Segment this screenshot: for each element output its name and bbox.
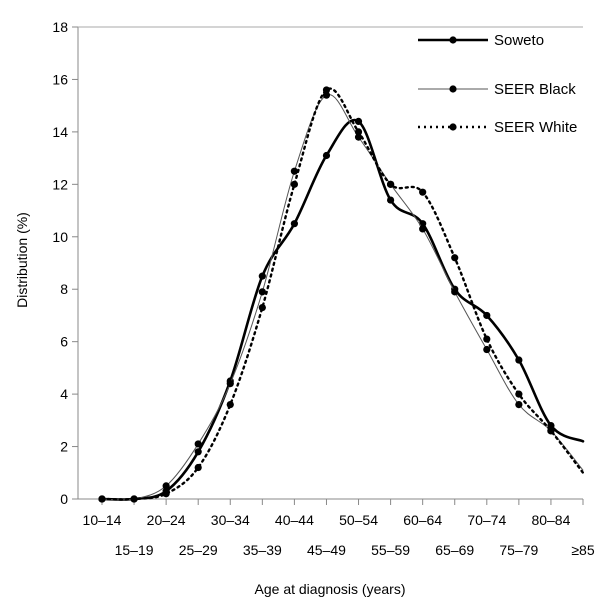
- legend-swatch-marker: [449, 36, 457, 44]
- x-tick-label: 60–64: [403, 512, 442, 528]
- data-point: [162, 482, 170, 490]
- data-point: [194, 448, 202, 456]
- series-line: [100, 118, 585, 501]
- series-1: [98, 91, 584, 503]
- data-point: [387, 180, 395, 188]
- legend-label: SEER White: [494, 119, 577, 136]
- y-ticks: 0 2 4 6 8 10 12 14 16 18: [52, 19, 78, 507]
- legend: Soweto SEER Black SEER White: [418, 32, 577, 136]
- data-point: [354, 133, 363, 141]
- x-tick-label: 80–84: [531, 512, 570, 528]
- x-tick-label: 30–34: [211, 512, 250, 528]
- data-point: [98, 495, 106, 503]
- data-point: [515, 356, 523, 364]
- legend-item: Soweto: [418, 32, 544, 49]
- legend-swatch-marker: [449, 123, 457, 131]
- legend-label: Soweto: [494, 32, 544, 49]
- data-point: [419, 225, 427, 233]
- data-point: [387, 196, 395, 204]
- y-tick-label: 0: [60, 491, 68, 507]
- data-point: [483, 311, 491, 320]
- data-point: [322, 151, 331, 160]
- data-point: [194, 463, 202, 472]
- data-point: [290, 220, 298, 228]
- y-tick-label: 10: [52, 229, 68, 245]
- legend-item: SEER White: [418, 119, 577, 136]
- data-point: [354, 128, 363, 136]
- y-axis-title: Distribution (%): [14, 212, 30, 308]
- data-point: [290, 180, 298, 188]
- x-tick-label: 40–44: [275, 512, 314, 528]
- series-line: [101, 94, 584, 501]
- data-point: [258, 303, 266, 312]
- data-point: [290, 167, 298, 175]
- data-point: [547, 427, 555, 435]
- data-point: [515, 390, 523, 398]
- x-tick-label: 45–49: [307, 542, 346, 558]
- axes: [77, 26, 583, 500]
- y-tick-label: 6: [60, 334, 68, 350]
- series-0: [98, 117, 585, 503]
- data-point: [258, 288, 266, 296]
- x-tick-label: 55–59: [371, 542, 410, 558]
- series-2: [98, 86, 585, 503]
- x-tick-label: 25–29: [179, 542, 218, 558]
- x-ticks: 10–14 15–19 20–24 25–29 30–34 35–39 40–44 45–49…: [83, 499, 595, 558]
- legend-label: SEER Black: [494, 81, 576, 98]
- y-tick-label: 14: [52, 124, 68, 140]
- data-point: [483, 335, 491, 343]
- data-point: [354, 117, 363, 125]
- data-point: [419, 188, 427, 196]
- x-axis-title: Age at diagnosis (years): [255, 581, 406, 597]
- data-point: [162, 490, 170, 498]
- data-point: [194, 440, 202, 448]
- x-tick-label: 10–14: [83, 512, 122, 528]
- data-point: [130, 495, 138, 503]
- y-tick-label: 16: [52, 71, 68, 87]
- data-point: [258, 272, 266, 280]
- series-line: [100, 87, 585, 501]
- y-tick-label: 4: [60, 386, 68, 402]
- x-tick-label: 15–19: [115, 542, 154, 558]
- legend-swatch-marker: [449, 85, 457, 93]
- x-tick-label: ≥85: [571, 542, 594, 558]
- x-tick-label: 65–69: [435, 542, 474, 558]
- y-tick-label: 18: [52, 19, 68, 35]
- y-tick-label: 8: [60, 281, 68, 297]
- y-tick-label: 2: [60, 439, 68, 455]
- x-tick-label: 35–39: [243, 542, 282, 558]
- data-point: [483, 345, 491, 354]
- data-point: [226, 380, 234, 388]
- series-layer: [98, 86, 585, 503]
- data-point: [515, 401, 523, 409]
- y-tick-label: 12: [52, 176, 68, 192]
- data-point: [451, 288, 459, 296]
- data-point: [322, 86, 331, 94]
- x-tick-label: 50–54: [339, 512, 378, 528]
- legend-item: SEER Black: [418, 81, 576, 98]
- data-point: [451, 254, 459, 262]
- data-point: [226, 401, 234, 409]
- x-tick-label: 75–79: [499, 542, 538, 558]
- x-tick-label: 20–24: [147, 512, 186, 528]
- x-tick-label: 70–74: [467, 512, 506, 528]
